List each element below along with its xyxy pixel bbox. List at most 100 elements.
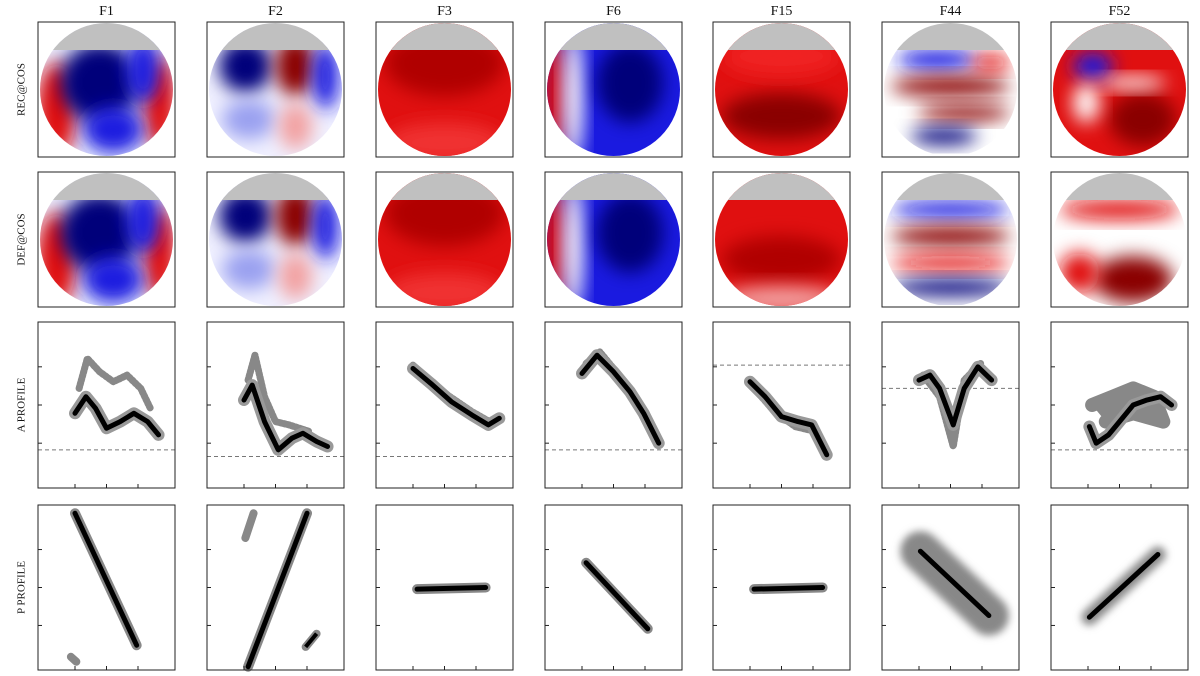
- heatmap-blob: [1072, 82, 1100, 123]
- column-label: F1: [99, 4, 114, 19]
- panel-frame: [206, 171, 345, 308]
- fit-curve: [1086, 394, 1175, 446]
- heatmap-blob: [970, 54, 1011, 71]
- row-label: REC@COS: [16, 63, 28, 116]
- mask-cap: [884, 23, 1017, 50]
- heatmap: [378, 173, 511, 306]
- panel-frame: [206, 21, 345, 158]
- heatmap-blob: [312, 42, 339, 110]
- heatmap-blob: [218, 189, 273, 243]
- panel-frame: [206, 321, 345, 489]
- mask-cap: [378, 173, 511, 200]
- panel-frame: [375, 21, 514, 158]
- heatmap: [40, 23, 173, 156]
- heatmap-blob: [721, 236, 842, 283]
- column-label: F2: [268, 4, 283, 19]
- mask-cap: [547, 23, 680, 50]
- heatmap: [547, 23, 680, 156]
- heatmap-blob: [890, 226, 1011, 247]
- heatmap-blob: [59, 192, 140, 273]
- mask-cap: [378, 23, 511, 50]
- heatmap-blob: [917, 104, 1011, 121]
- heatmap-blob: [721, 286, 842, 306]
- fit-curve: [245, 510, 310, 670]
- heatmap-blob: [890, 278, 1011, 297]
- heatmap-blob: [275, 36, 316, 97]
- heatmap: [715, 23, 848, 156]
- heatmap-blob: [890, 254, 1011, 271]
- fit-curve: [916, 364, 995, 428]
- heatmap-blob: [596, 42, 664, 123]
- heatmap-blob: [59, 42, 140, 123]
- row-label: DEF@COS: [16, 213, 28, 265]
- panel-frame: [37, 21, 176, 158]
- heatmap-blob: [222, 99, 276, 140]
- column-label: F15: [771, 4, 793, 19]
- fit-curve: [579, 352, 662, 446]
- fit-curve: [1086, 552, 1161, 620]
- heatmap-blob: [1059, 252, 1100, 293]
- mask-cap: [40, 23, 173, 50]
- column-label: F52: [1109, 4, 1131, 19]
- fit-curve: [241, 382, 331, 453]
- column-label: F44: [940, 4, 962, 19]
- fit-curve: [583, 560, 651, 632]
- heatmap-blob: [126, 186, 160, 253]
- heatmap-blob: [1092, 256, 1173, 303]
- scatter-band: [241, 509, 258, 542]
- heatmap-blob: [278, 252, 313, 300]
- mask-cap: [715, 173, 848, 200]
- heatmap-blob: [222, 249, 276, 290]
- fit-curve: [72, 394, 162, 438]
- heatmap-blob: [83, 106, 144, 153]
- heatmap: [884, 23, 1017, 156]
- mask-cap: [547, 173, 680, 200]
- fit-curve: [751, 585, 826, 592]
- heatmap: [209, 23, 342, 156]
- heatmap-blob: [1099, 76, 1167, 90]
- scatter-band: [75, 355, 154, 412]
- panel-frame: [375, 171, 514, 308]
- row-label: A PROFILE: [16, 377, 28, 432]
- heatmap: [1053, 173, 1186, 306]
- panel-frame: [1050, 21, 1189, 158]
- fit-curve: [747, 379, 830, 458]
- heatmap-blob: [890, 200, 1011, 219]
- heatmap-blob: [910, 127, 978, 145]
- panel-frame: [544, 171, 683, 308]
- scatter-band: [575, 349, 665, 450]
- mask-cap: [209, 173, 342, 200]
- heatmap-blob: [563, 179, 584, 306]
- fit-curve: [414, 585, 489, 592]
- panel-frame: [37, 321, 176, 489]
- heatmap-blob: [897, 49, 978, 70]
- column-label: F6: [606, 4, 621, 19]
- heatmap-blob: [1059, 199, 1180, 220]
- heatmap-blob: [1109, 92, 1177, 147]
- heatmap-blob: [563, 29, 584, 156]
- heatmap: [547, 173, 680, 306]
- heatmap: [40, 173, 173, 306]
- heatmap: [715, 173, 848, 306]
- heatmap-blob: [275, 186, 316, 247]
- scatter-band: [244, 351, 314, 436]
- panel-frame: [544, 21, 683, 158]
- heatmap-blob: [890, 76, 1011, 97]
- panel-frame: [881, 21, 1020, 158]
- panel-frame: [37, 171, 176, 308]
- scatter-band: [66, 652, 81, 666]
- panel-frame: [712, 171, 851, 308]
- panel-frame: [375, 321, 514, 489]
- fit-curve: [917, 548, 992, 619]
- panel-frame: [544, 321, 683, 489]
- mask-cap: [884, 173, 1017, 200]
- fit-curve: [304, 632, 319, 649]
- heatmap: [378, 23, 511, 156]
- heatmap-blob: [83, 256, 144, 303]
- heatmap-blob: [278, 102, 313, 150]
- heatmap: [209, 173, 342, 306]
- panel-frame: [712, 21, 851, 158]
- mask-cap: [40, 173, 173, 200]
- row-label: P PROFILE: [16, 561, 28, 614]
